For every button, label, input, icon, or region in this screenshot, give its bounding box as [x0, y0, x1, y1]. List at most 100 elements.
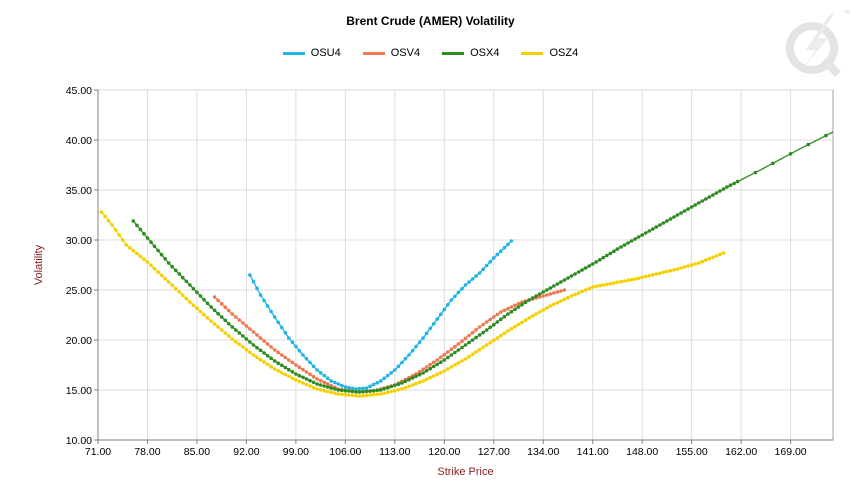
data-point — [265, 353, 270, 358]
legend-item-osx4[interactable]: OSX4 — [442, 47, 499, 59]
data-point — [156, 248, 160, 253]
data-point — [396, 382, 401, 387]
data-point — [315, 382, 319, 386]
data-point — [686, 207, 690, 211]
data-point — [598, 283, 602, 288]
data-point — [629, 239, 634, 243]
legend-item-osz4[interactable]: OSZ4 — [521, 47, 578, 59]
data-point — [612, 249, 616, 254]
data-point — [135, 251, 139, 256]
data-point — [255, 355, 259, 360]
data-point — [520, 300, 524, 304]
data-point — [484, 343, 489, 347]
y-tick-label: 20.00 — [66, 335, 92, 347]
data-point — [219, 302, 224, 306]
data-point — [223, 331, 227, 335]
data-point — [410, 376, 415, 380]
data-point — [290, 340, 295, 345]
legend-item-osu4[interactable]: OSU4 — [282, 47, 341, 59]
data-point — [159, 273, 164, 278]
data-point — [382, 391, 387, 396]
data-point — [262, 351, 266, 355]
data-point — [449, 365, 454, 369]
data-point — [375, 388, 380, 393]
data-point — [636, 276, 641, 281]
data-point — [248, 327, 252, 331]
data-point — [258, 348, 263, 353]
data-point — [675, 213, 680, 217]
data-point — [315, 377, 319, 381]
data-point — [400, 381, 404, 385]
data-point — [297, 373, 302, 378]
data-point — [216, 311, 220, 316]
data-point — [329, 390, 334, 395]
data-point — [212, 308, 217, 313]
data-point — [166, 261, 171, 265]
data-point — [658, 271, 662, 276]
data-point — [145, 236, 150, 240]
data-point — [470, 330, 475, 335]
data-point — [191, 286, 196, 291]
data-point — [322, 384, 327, 388]
data-point — [336, 388, 341, 392]
data-point — [350, 389, 355, 394]
data-point — [386, 373, 390, 378]
data-point — [364, 393, 369, 398]
data-point — [177, 272, 182, 276]
data-point — [414, 374, 418, 379]
data-point — [230, 325, 235, 329]
data-point — [219, 315, 224, 319]
svg-text:TM: TM — [844, 10, 850, 16]
data-point — [135, 223, 139, 228]
data-point — [679, 211, 683, 215]
data-point — [400, 387, 404, 391]
data-point — [205, 316, 210, 320]
data-point — [421, 367, 425, 372]
data-point — [287, 367, 291, 372]
data-point — [287, 336, 291, 340]
data-point — [721, 187, 726, 191]
data-point — [449, 353, 454, 357]
data-point — [453, 344, 457, 349]
data-point — [202, 297, 206, 302]
data-point — [431, 322, 436, 326]
data-point — [294, 378, 298, 382]
data-point — [417, 372, 422, 377]
chart-title: Brent Crude (AMER) Volatility — [346, 14, 515, 28]
data-point — [226, 334, 231, 338]
data-point — [453, 363, 457, 367]
data-point — [195, 290, 199, 295]
data-point — [138, 227, 143, 232]
data-point — [605, 282, 609, 287]
data-point — [265, 362, 270, 367]
data-point — [509, 327, 514, 331]
legend-item-osv4[interactable]: OSV4 — [362, 47, 420, 59]
data-point — [276, 361, 281, 366]
data-point — [396, 364, 401, 369]
data-point — [594, 284, 598, 289]
data-point — [297, 349, 302, 353]
data-point — [294, 344, 298, 349]
data-point — [170, 283, 174, 288]
data-point — [700, 259, 705, 264]
x-tick-label: 99.00 — [283, 446, 309, 458]
data-point — [689, 263, 694, 267]
series-osu4 — [248, 239, 514, 391]
data-point — [325, 376, 330, 381]
data-point — [424, 369, 429, 373]
data-point — [421, 336, 425, 340]
data-point — [484, 263, 489, 268]
data-point — [142, 257, 146, 262]
data-point — [181, 293, 185, 298]
data-point — [516, 301, 521, 306]
data-point — [166, 280, 171, 284]
data-point — [668, 268, 673, 273]
data-point — [417, 369, 422, 374]
data-point — [474, 350, 478, 354]
data-point — [665, 269, 669, 274]
data-point — [364, 389, 369, 394]
data-point — [583, 266, 588, 270]
data-point — [509, 239, 514, 243]
data-point — [615, 247, 620, 251]
data-point — [569, 274, 574, 278]
